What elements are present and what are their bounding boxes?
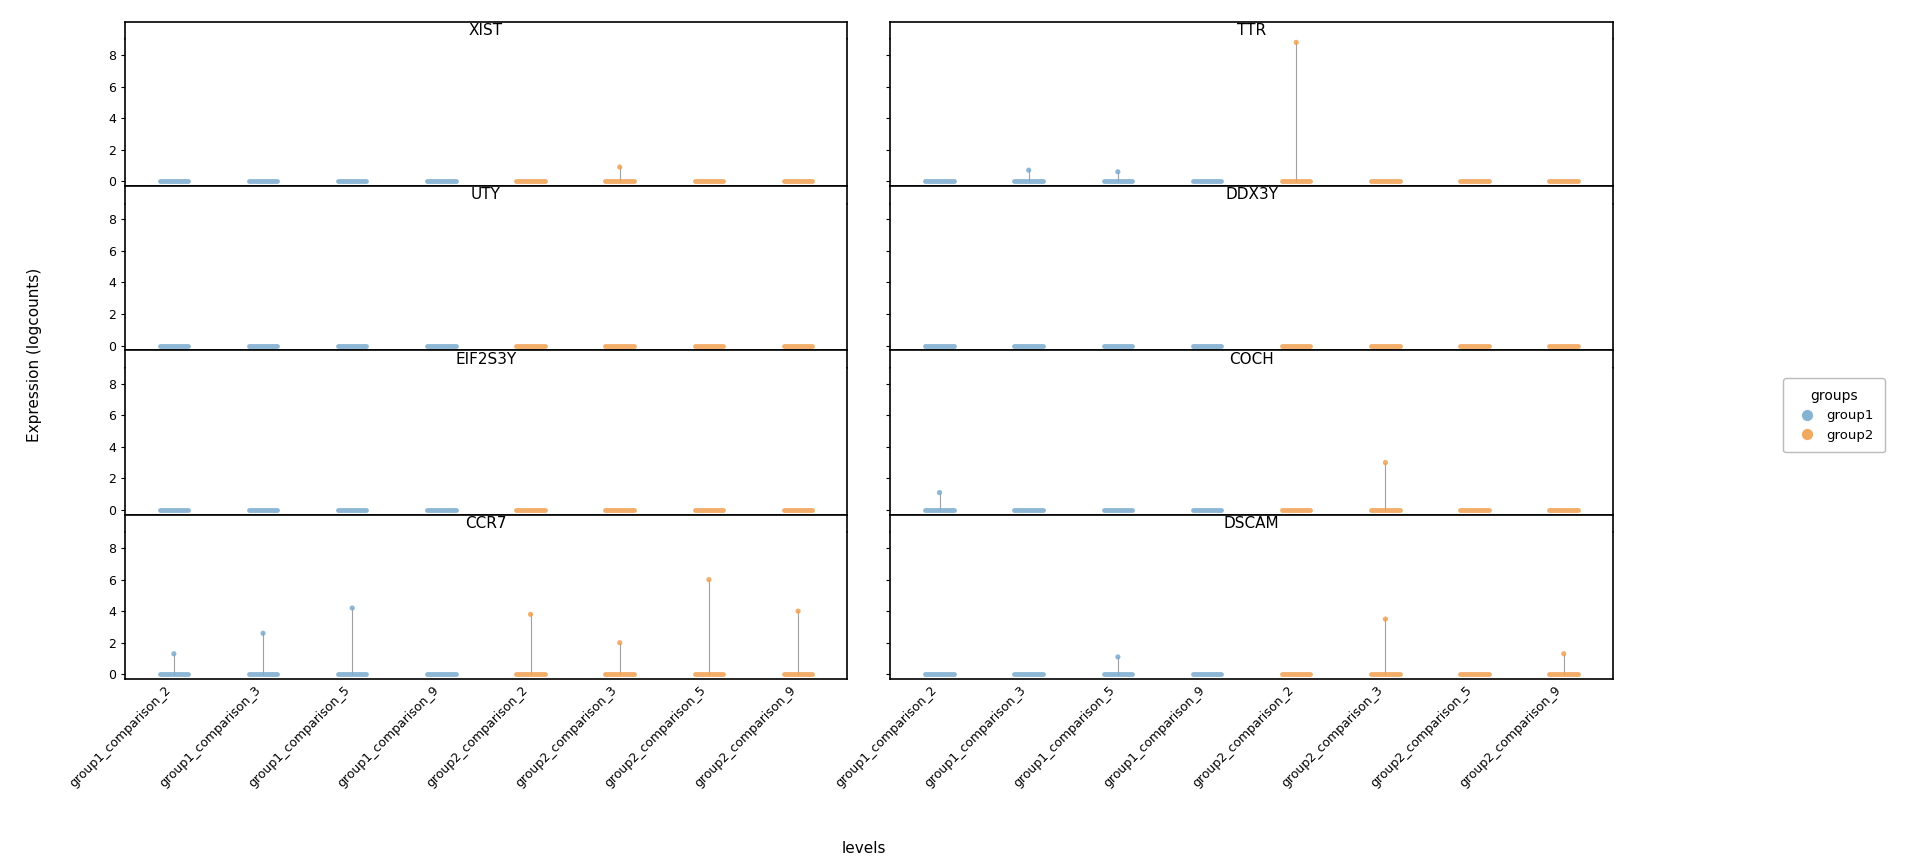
Text: XIST: XIST [468, 23, 503, 38]
Point [605, 160, 636, 174]
Point [1371, 612, 1402, 626]
Point [693, 573, 724, 586]
Text: TTR: TTR [1236, 23, 1265, 38]
Point [1102, 650, 1133, 663]
Text: levels: levels [841, 842, 887, 856]
Point [605, 636, 636, 650]
Legend: group1, group2: group1, group2 [1784, 378, 1885, 452]
Point [336, 601, 367, 615]
Text: CCR7: CCR7 [465, 516, 507, 531]
Point [1548, 647, 1578, 661]
Text: DSCAM: DSCAM [1223, 516, 1279, 531]
Point [783, 605, 814, 618]
Point [924, 485, 954, 499]
Text: DDX3Y: DDX3Y [1225, 188, 1279, 202]
Point [1371, 456, 1402, 470]
Text: COCH: COCH [1229, 352, 1275, 367]
Point [248, 626, 278, 640]
Text: EIF2S3Y: EIF2S3Y [455, 352, 516, 367]
Text: Expression (logcounts): Expression (logcounts) [27, 267, 42, 442]
Point [1102, 165, 1133, 179]
Point [515, 607, 545, 621]
Point [1281, 35, 1311, 49]
Point [1014, 163, 1044, 177]
Point [159, 647, 190, 661]
Text: UTY: UTY [470, 188, 501, 202]
